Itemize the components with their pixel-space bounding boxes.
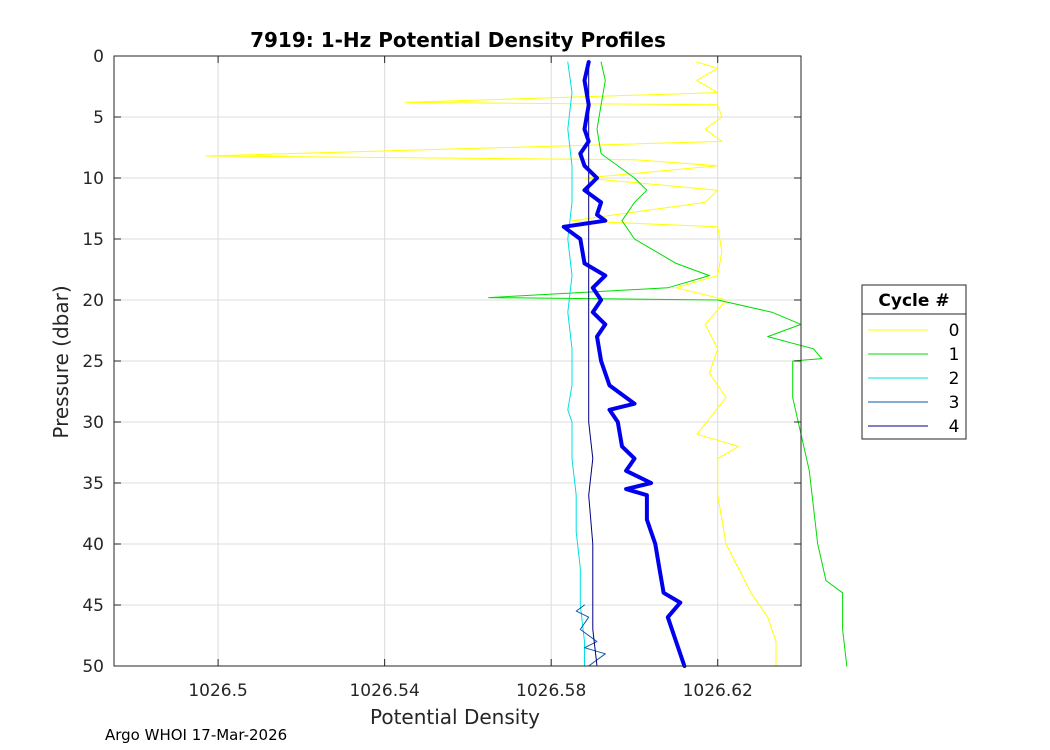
series-line-highlight — [561, 60, 687, 668]
series-line-cycle-4 — [588, 61, 598, 667]
legend: Cycle # 0 1 2 3 4 — [861, 284, 967, 440]
y-tick-label: 35 — [82, 474, 104, 494]
y-tick-label: 45 — [82, 596, 104, 616]
y-axis-label: Pressure (dbar) — [49, 285, 73, 438]
y-tick-label: 50 — [82, 657, 104, 677]
x-tick-label: 1026.54 — [349, 681, 419, 701]
y-tick-label: 25 — [82, 352, 104, 372]
y-tick-label: 20 — [82, 291, 104, 311]
x-tick-label: 1026.58 — [516, 681, 586, 701]
x-axis-label: Potential Density — [370, 705, 540, 729]
series-line-cycle-1 — [488, 61, 848, 667]
legend-entries: 0 1 2 3 4 — [868, 321, 959, 437]
y-tick-label: 10 — [82, 169, 104, 189]
series-line-cycle-0 — [205, 61, 777, 667]
x-tick-label: 1026.62 — [683, 681, 753, 701]
x-tick-label: 1026.5 — [188, 681, 247, 701]
legend-label: 1 — [949, 345, 960, 365]
legend-label: 2 — [949, 369, 960, 389]
legend-label: 0 — [949, 321, 960, 341]
chart-title: 7919: 1-Hz Potential Density Profiles — [250, 28, 666, 52]
series-line-cycle-3 — [575, 604, 606, 667]
y-tick-label: 40 — [82, 535, 104, 555]
y-tick-label: 30 — [82, 413, 104, 433]
legend-box — [861, 284, 967, 440]
y-tick-label: 15 — [82, 230, 104, 250]
y-tick-label: 0 — [93, 47, 104, 67]
legend-title: Cycle # — [878, 291, 949, 311]
legend-label: 4 — [949, 417, 960, 437]
ticks: 1026.5 1026.54 1026.58 1026.62 0 5 10 15 20 25 30 3… — [82, 47, 801, 701]
series-line-cycle-2 — [567, 61, 585, 667]
legend-label: 3 — [949, 393, 960, 413]
footer-credit: Argo WHOI 17-Mar-2026 — [105, 726, 287, 744]
y-tick-label: 5 — [93, 108, 104, 128]
plot-lines — [205, 60, 848, 668]
